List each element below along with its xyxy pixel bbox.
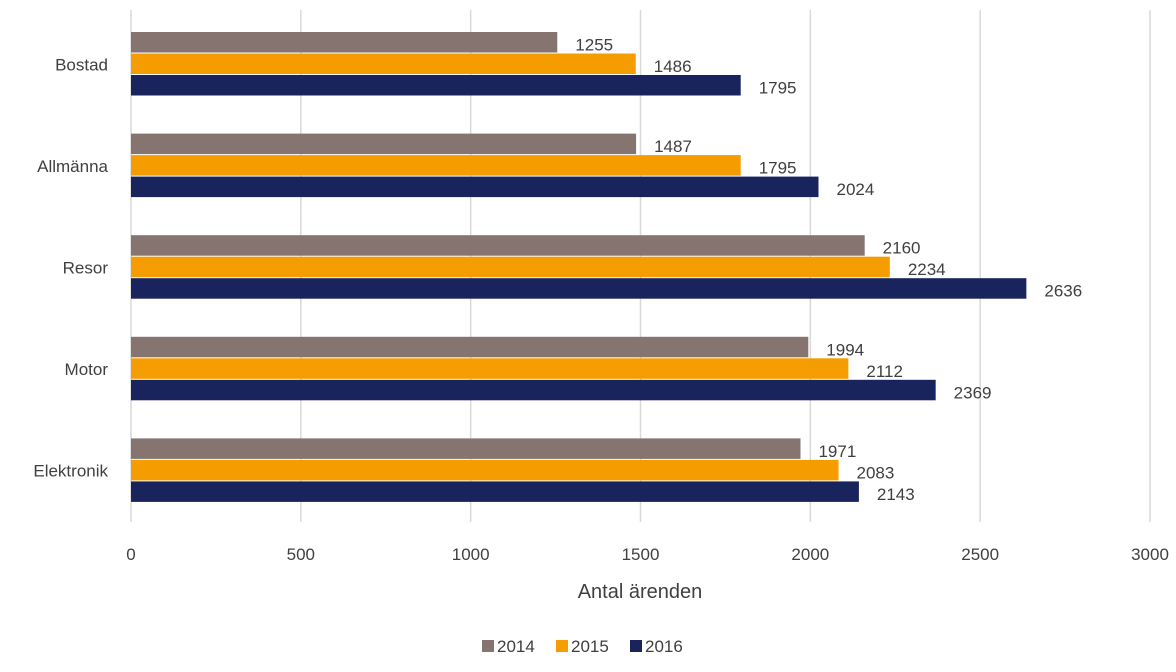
data-label: 2234 [908, 260, 946, 279]
data-label: 2083 [857, 463, 895, 482]
data-label: 1487 [654, 137, 692, 156]
x-tick-label: 1500 [622, 545, 660, 564]
x-tick-label: 2000 [791, 545, 829, 564]
bar-2016-elektronik [131, 481, 859, 502]
x-tick-labels: 0 500 1000 1500 2000 2500 3000 [126, 545, 1169, 564]
category-label: Motor [65, 360, 109, 379]
bar-2014-allmänna [131, 133, 637, 155]
legend-swatch-2015 [556, 640, 568, 652]
x-tick-label: 500 [287, 545, 315, 564]
x-axis-title: Antal ärenden [578, 581, 703, 603]
data-label: 1255 [575, 36, 613, 55]
bar-2015-bostad [131, 53, 636, 74]
category-label: Resor [63, 258, 109, 277]
bar-2016-bostad [131, 75, 741, 96]
bar-2015-resor [131, 256, 890, 278]
legend-label-2016: 2016 [645, 637, 683, 656]
legend-swatch-2016 [630, 640, 642, 652]
legend-label-2014: 2014 [497, 637, 535, 656]
data-label: 2636 [1044, 282, 1082, 301]
category-label: Bostad [55, 55, 108, 74]
data-label: 1795 [759, 79, 797, 98]
bar-2015-elektronik [131, 459, 839, 481]
bar-2014-bostad [131, 32, 558, 53]
data-label: 2143 [877, 485, 915, 504]
legend-label-2015: 2015 [571, 637, 609, 656]
bar-2014-motor [131, 336, 809, 358]
legend: 2014 2015 2016 [482, 637, 683, 656]
x-tick-label: 3000 [1131, 545, 1169, 564]
bar-2016-motor [131, 379, 936, 401]
data-label: 2369 [954, 383, 992, 402]
bar-2015-allmänna [131, 155, 741, 176]
bar-2015-motor [131, 358, 849, 379]
bars [131, 32, 1027, 502]
category-label: Allmänna [37, 157, 108, 176]
bar-2016-allmänna [131, 176, 819, 198]
bar-2016-resor [131, 278, 1027, 299]
category-label: Elektronik [33, 462, 108, 481]
data-label: 1994 [826, 340, 864, 359]
legend-swatch-2014 [482, 640, 494, 652]
x-tick-label: 0 [126, 545, 135, 564]
data-label: 2024 [836, 180, 874, 199]
data-label: 2160 [883, 239, 921, 258]
data-label: 1795 [759, 159, 797, 178]
bar-2014-resor [131, 235, 865, 256]
x-tick-label: 1000 [452, 545, 490, 564]
data-labels: 1255 1486 1795 1487 1795 2024 2160 2234 2636 1994… [575, 36, 1082, 504]
data-label: 2112 [866, 362, 903, 381]
data-label: 1971 [818, 442, 856, 461]
category-labels: Bostad Allmänna Resor Motor Elektronik [33, 55, 108, 480]
bar-2014-elektronik [131, 438, 801, 459]
x-tick-label: 2500 [961, 545, 999, 564]
data-label: 1486 [654, 57, 692, 76]
